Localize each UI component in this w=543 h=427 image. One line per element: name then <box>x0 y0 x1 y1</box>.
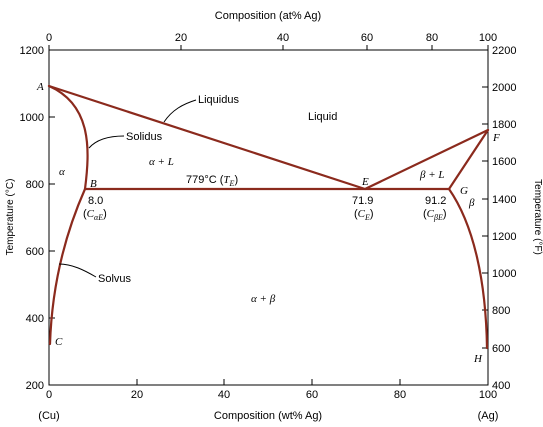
right-axis-title: Temperature (°F) <box>532 179 543 255</box>
beta-solidus-curve <box>447 128 490 191</box>
right-tick-label: 800 <box>492 305 510 317</box>
beta-plus-liquid-label: β + L <box>419 169 445 181</box>
bottom-tick-label: 60 <box>306 389 318 401</box>
alpha-region-label: α <box>59 166 65 178</box>
point-g-composition: 91.2 <box>425 195 446 207</box>
point-b-composition-symbol: (CαE) <box>83 208 107 222</box>
beta-solvus-curve <box>447 187 489 350</box>
solvus-label: Solvus <box>98 273 132 285</box>
left-tick-label: 400 <box>26 313 44 325</box>
plot-frame <box>48 49 489 386</box>
point-b-label: B <box>90 178 97 190</box>
point-e-composition: 71.9 <box>352 195 373 207</box>
left-tick-label: 800 <box>26 179 44 191</box>
point-f-label: F <box>492 132 500 144</box>
top-tick-label: 40 <box>277 32 289 44</box>
left-axis-ticks: 200 400 600 800 1000 1200 <box>20 45 55 392</box>
alpha-solidus-curve <box>47 84 89 191</box>
right-tick-label: 1200 <box>492 231 516 243</box>
bottom-tick-label: 20 <box>131 389 143 401</box>
right-tick-label: 2000 <box>492 82 516 94</box>
top-tick-label: 20 <box>175 32 187 44</box>
point-a-label: A <box>36 81 44 93</box>
point-e-composition-symbol: (CE) <box>354 208 374 222</box>
bottom-tick-label: 40 <box>218 389 230 401</box>
beta-region-label: β <box>468 197 475 209</box>
top-tick-label: 0 <box>46 32 52 44</box>
top-tick-label: 100 <box>479 32 497 44</box>
bottom-tick-label: 80 <box>394 389 406 401</box>
top-axis-title: Composition (at% Ag) <box>215 10 321 22</box>
solidus-leader <box>88 135 125 149</box>
bottom-axis-ticks: 0 20 40 60 80 100 <box>46 379 497 401</box>
point-g-label: G <box>460 185 468 197</box>
top-tick-label: 60 <box>361 32 373 44</box>
top-axis-ticks: 0 20 40 60 80 100 <box>46 32 497 50</box>
left-tick-label: 1200 <box>20 45 44 57</box>
right-tick-label: 1400 <box>492 194 516 206</box>
point-b-composition: 8.0 <box>88 195 103 207</box>
point-h-label: H <box>473 353 483 365</box>
top-tick-label: 80 <box>426 32 438 44</box>
liquid-region-label: Liquid <box>308 111 337 123</box>
right-axis-ticks: 400 600 800 1000 1200 1400 1600 1800 200… <box>482 45 516 392</box>
bottom-axis-right-end: (Ag) <box>478 410 499 422</box>
bottom-tick-label: 0 <box>46 389 52 401</box>
left-tick-label: 1000 <box>20 112 44 124</box>
alpha-plus-liquid-label: α + L <box>149 156 174 168</box>
right-tick-label: 1000 <box>492 268 516 280</box>
right-tick-label: 400 <box>492 380 510 392</box>
right-tick-label: 2200 <box>492 45 516 57</box>
bottom-axis-title: Composition (wt% Ag) <box>214 410 322 422</box>
right-tick-label: 600 <box>492 343 510 355</box>
bottom-axis-left-end: (Cu) <box>38 410 59 422</box>
alpha-plus-beta-label: α + β <box>251 293 276 305</box>
liquidus-label: Liquidus <box>198 94 239 106</box>
point-g-composition-symbol: (CβE) <box>423 208 447 222</box>
left-axis-title: Temperature (°C) <box>5 179 16 256</box>
liquidus-leader <box>163 99 197 123</box>
eutectic-temperature-label: 779°C (TE) <box>186 174 238 188</box>
solidus-label: Solidus <box>126 131 163 143</box>
left-tick-label: 200 <box>26 380 44 392</box>
bottom-tick-label: 100 <box>479 389 497 401</box>
left-tick-label: 600 <box>26 246 44 258</box>
right-tick-label: 1600 <box>492 156 516 168</box>
point-e-label: E <box>361 176 369 188</box>
point-c-label: C <box>55 336 63 348</box>
alpha-solvus-curve <box>48 187 87 346</box>
solvus-leader <box>58 263 97 278</box>
right-tick-label: 1800 <box>492 119 516 131</box>
